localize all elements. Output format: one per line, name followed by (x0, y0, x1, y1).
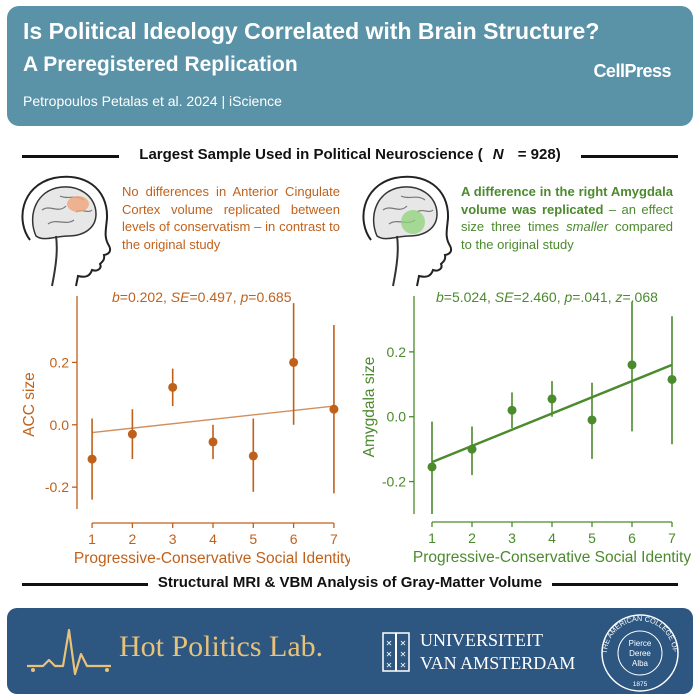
method-heading-text: Structural MRI & VBM Analysis of Gray-Ma… (147, 574, 553, 591)
acc-chart: b=0.202, SE=0.497, p=0.685 -0.2 0.0 0.2 1 2 3 4… (21, 289, 350, 567)
x-axis-label: Progressive-Conservative Social Identity (74, 550, 350, 567)
svg-text:✕: ✕ (400, 661, 407, 670)
uva-crest-icon: ✕ ✕ ✕ ✕ ✕ ✕ (382, 632, 410, 672)
x-tick-label: 7 (330, 531, 338, 547)
title-line-2: A Preregistered Replication (23, 53, 298, 76)
sample-heading-count: = 928) (503, 146, 571, 163)
college-center-2: Deree (629, 649, 651, 658)
x-tick-label: 6 (290, 531, 298, 547)
svg-text:✕: ✕ (386, 661, 393, 670)
data-point (87, 454, 97, 464)
x-tick-label: 7 (668, 530, 676, 546)
stats-label: b=0.202, SE=0.497, p=0.685 (112, 289, 292, 305)
sample-heading-text: Largest Sample Used in Political Neurosc… (129, 146, 493, 163)
x-tick-label: 2 (128, 531, 136, 547)
amygdala-finding-text: A difference in the right Amygdala volum… (461, 183, 673, 253)
method-heading: Structural MRI & VBM Analysis of Gray-Ma… (0, 574, 700, 591)
y-tick-label: 0.0 (387, 409, 407, 425)
brain-acc-illustration (21, 175, 112, 287)
data-point (208, 437, 218, 447)
y-tick-label: -0.2 (45, 479, 69, 495)
footer-banner: Hot Politics Lab. ✕ ✕ ✕ ✕ ✕ ✕ UNIVERSITE… (7, 608, 693, 694)
amygdala-chart: b=5.024, SE=2.460, p=.041, z=.068 -0.2 0.0… (361, 289, 692, 566)
y-axis-label: ACC size (21, 372, 38, 437)
x-tick-label: 1 (428, 530, 436, 546)
university-name-line-1: UNIVERSITEIT (420, 630, 543, 650)
college-center-1: Pierce (629, 639, 652, 648)
lab-name: Hot Politics Lab. (119, 630, 324, 663)
y-tick-label: 0.0 (50, 417, 70, 433)
x-tick-label: 6 (628, 530, 636, 546)
heartbeat-icon (27, 628, 111, 676)
college-seal: THE AMERICAN COLLEGE OF GREECE Pierce De… (597, 610, 680, 692)
data-point (547, 394, 557, 404)
cellpress-logo: CellPress (593, 61, 671, 81)
x-tick-label: 3 (508, 530, 516, 546)
data-point (248, 451, 258, 461)
data-point (127, 429, 137, 439)
y-tick-label: -0.2 (382, 474, 406, 490)
n-symbol: N (492, 146, 504, 163)
sample-size-heading: Largest Sample Used in Political Neurosc… (0, 146, 700, 163)
y-tick-label: 0.2 (50, 354, 70, 370)
x-tick-label: 2 (468, 530, 476, 546)
data-point (467, 444, 477, 454)
college-year: 1875 (633, 681, 648, 688)
data-point (427, 462, 437, 472)
data-point (587, 415, 597, 425)
amygdala-finding-rest-1: – an effect size three times (461, 201, 673, 235)
header-banner: Is Political Ideology Correlated with Br… (7, 6, 693, 126)
data-point (329, 404, 339, 414)
amygdala-finding-rest-2: compared to the original study (461, 219, 673, 252)
x-axis-label: Progressive-Conservative Social Identity (413, 549, 692, 566)
amygdala-finding-bold: A difference in the right Amygdala volum… (461, 184, 673, 217)
data-point (289, 357, 299, 367)
brain-amygdala-illustration (362, 175, 453, 287)
x-tick-label: 5 (249, 531, 257, 547)
y-axis-label: Amygdala size (361, 357, 378, 458)
data-point (168, 382, 178, 392)
citation: Petropoulos Petalas et al. 2024 | iScien… (23, 93, 282, 109)
x-tick-label: 5 (588, 530, 596, 546)
stats-label: b=5.024, SE=2.460, p=.041, z=.068 (436, 289, 658, 305)
svg-text:✕: ✕ (400, 639, 407, 648)
amygdala-finding-italic: smaller (566, 219, 609, 234)
data-point (627, 360, 637, 370)
svg-text:✕: ✕ (386, 639, 393, 648)
x-tick-label: 4 (209, 531, 217, 547)
university-name-line-2: VAN AMSTERDAM (420, 653, 576, 673)
data-point (667, 374, 677, 384)
acc-finding-text: No differences in Anterior Cingulate Cor… (122, 184, 340, 252)
svg-text:✕: ✕ (386, 650, 393, 659)
x-tick-label: 3 (169, 531, 177, 547)
college-center-3: Alba (632, 659, 649, 668)
x-tick-label: 1 (88, 531, 96, 547)
svg-text:✕: ✕ (400, 650, 407, 659)
title-line-1: Is Political Ideology Correlated with Br… (23, 18, 600, 44)
y-tick-label: 0.2 (387, 344, 407, 360)
x-tick-label: 4 (548, 530, 556, 546)
data-point (507, 405, 517, 415)
